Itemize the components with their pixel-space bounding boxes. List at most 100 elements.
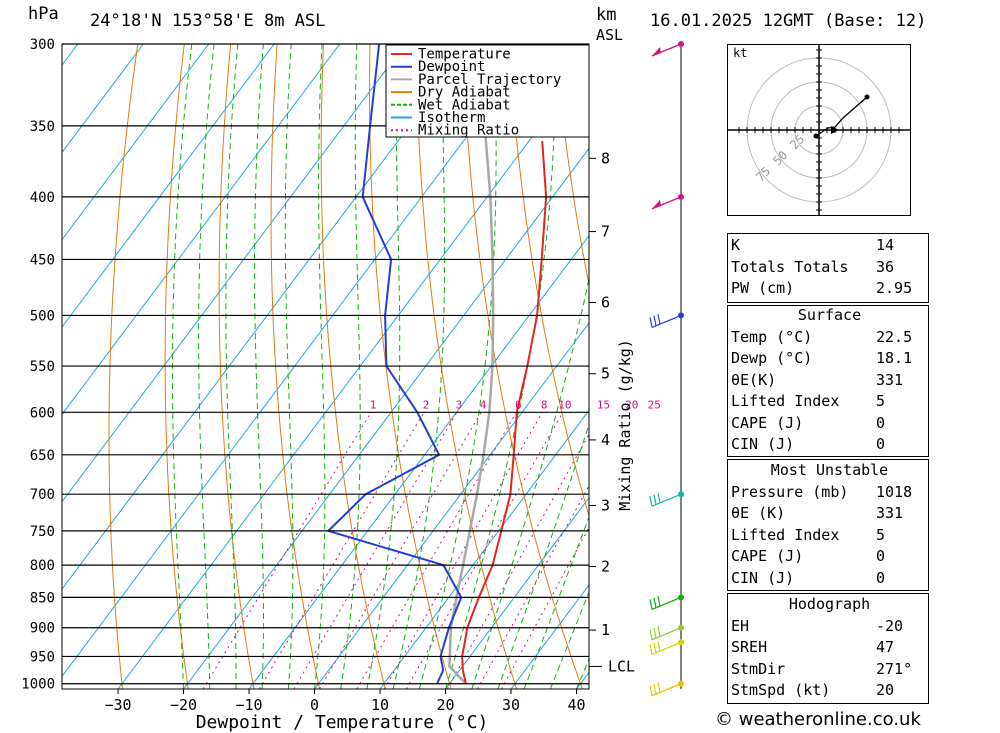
wind-barb [649,624,684,641]
mixing-ratio-label: 10 [558,398,571,411]
pressure-tick-label: 800 [30,558,55,574]
wind-barb-shaft [651,596,682,610]
temp-tick-label: 30 [502,696,520,714]
pressure-tick-label: 350 [30,119,55,135]
pressure-tick-label: 900 [30,621,55,637]
wind-barb-feather [653,315,657,326]
wind-barb-feather [657,314,661,325]
km-tick-label: 8 [601,149,610,167]
temp-tick-label: −30 [104,696,131,714]
mixing-ratio-line [405,412,564,689]
mixing-ratio-line [293,412,458,689]
dry-adiabat-line [973,44,1000,689]
surface-box [727,305,929,457]
pressure-tick-label: 850 [30,590,55,606]
wet-adiabat-line [198,44,215,689]
legend-label: Dewpoint [418,59,485,75]
mixing-ratio-label: 6 [515,398,522,411]
temperature-line [461,140,548,684]
wet-adiabat-line [366,44,401,689]
wind-barb-feather [657,596,661,607]
dry-adiabat-line [320,44,386,689]
datetime-title: 16.01.2025 12GMT (Base: 12) [650,11,927,31]
mixing-ratio-line [446,433,589,689]
temp-tick-label: 0 [310,696,319,714]
pressure-tick-label: 500 [30,308,55,324]
pressure-tick-label: 650 [30,448,55,464]
pressure-tick-label: 1000 [21,677,55,693]
wind-barb-shaft [651,314,682,329]
isotherm-line [445,496,589,689]
wind-barb-feather [657,682,661,693]
temp-tick-label: 10 [371,696,389,714]
wet-adiabat-line [284,44,294,689]
most-unstable-title: Most Unstable [770,461,889,480]
hodograph-box [727,593,929,704]
mixing-ratio-label: 8 [541,398,548,411]
dry-adiabat-line [555,44,589,288]
pw-row: PW (cm) 2.95 [731,279,913,298]
temp-tick-label: 20 [437,696,455,714]
wind-barb-feather [657,492,661,504]
wind-barb [649,491,684,507]
wind-barb-feather [653,597,657,608]
asl-label: ASL [596,26,624,44]
wind-barb-feather [649,599,653,610]
pressure-tick-label: 950 [30,649,55,665]
storm-motion-arrow [831,126,839,134]
isotherm-line [62,44,275,328]
legend-label: Temperature [418,47,511,63]
mixing-ratio-line [319,412,482,689]
hodograph-table: Hodograph EH -20 SREH 47 StmDir 271° StmSpd… [727,594,928,702]
pressure-tick-label: 300 [30,37,55,53]
copyright-link[interactable]: © weatheronline.co.uk [715,709,921,730]
km-tick-label: 7 [601,223,610,241]
hodograph-end-point [864,94,870,100]
wet-adiabat-line [549,590,589,689]
isotherm-line [0,44,12,689]
wind-barb-feather [657,626,661,637]
wind-barb-shaft [651,683,682,697]
indices-box-1 [727,233,929,303]
dry-adiabat-line [218,44,255,689]
wet-adiabat-line [523,515,589,689]
km-tick-label: 2 [601,557,610,575]
wind-barb-shaft [651,627,682,641]
wind-barb [649,312,684,329]
wind-barb-feather [653,683,657,695]
surface-title: Surface [797,306,862,325]
wind-barb-feather [649,685,653,696]
legend-label: Wet Adiabat [418,97,511,113]
mixing-ratio-line [202,412,372,689]
most-unstable-table: Most Unstable Pressure (mb) 1018 θE (K) 33… [727,460,928,589]
wet-adiabat-line [471,276,589,689]
surface-table: Surface Temp (°C) 22.5 Dewp (°C) 18.1 θE(K… [727,305,928,456]
mixing-ratio-label: 20 [625,398,638,411]
mixing-ratio-label: 15 [597,398,610,411]
temp-tick-label: −10 [235,696,262,714]
wind-barb-flag [652,199,661,209]
mixing-ratio-label: 25 [648,398,661,411]
wet-adiabat-line [225,44,239,689]
wet-adiabat-line [171,44,193,689]
wind-barb-flag [652,47,661,56]
dry-adiabat-line [164,44,189,689]
dewpoint-line [326,44,463,685]
km-label: km [596,5,617,25]
wind-barb-shaft [651,493,682,507]
pressure-tick-label: 400 [30,190,55,206]
legend-label: Isotherm [418,110,485,126]
legend-label: Dry Adiabat [418,85,511,101]
wet-adiabat-line [340,44,361,689]
wind-barb-shaft [651,641,682,655]
wind-barb-feather [657,640,661,652]
mixing-ratio-label: 3 [456,398,463,411]
wind-barb [651,193,684,210]
hodograph-unit-label: kt [733,46,747,60]
indices-table: K 14 Totals Totals 36 PW (cm) 2.95 [727,235,928,300]
hodograph-trace [815,96,868,137]
wind-barb-feather [653,628,657,639]
k-row: K 14 [731,236,895,255]
